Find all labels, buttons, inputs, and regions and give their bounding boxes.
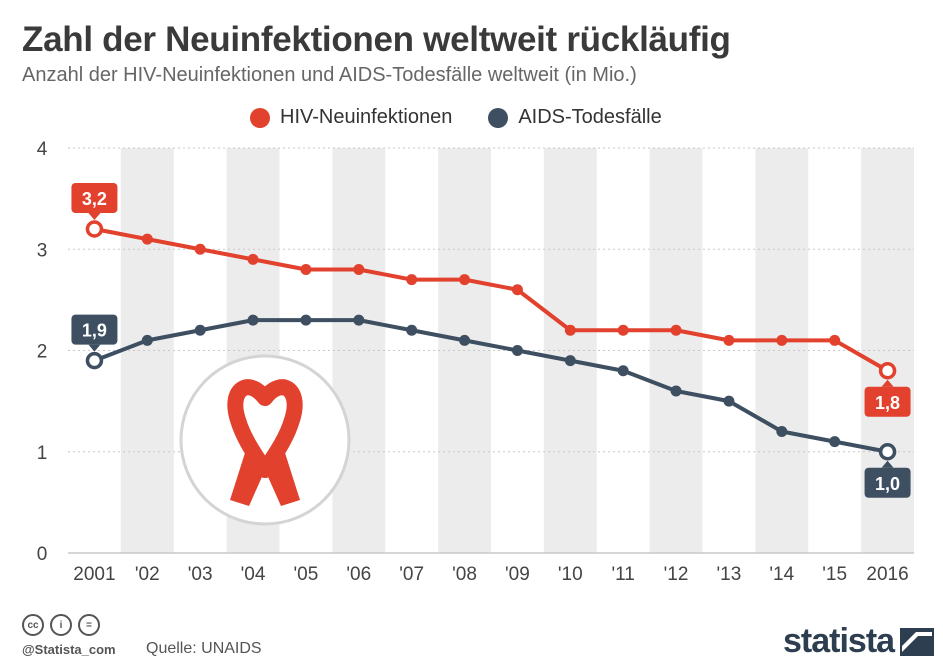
legend-item-hiv: HIV-Neuinfektionen [250, 106, 452, 129]
data-point-aids [776, 426, 788, 437]
x-tick-label: '14 [769, 564, 794, 585]
data-point-aids [670, 385, 682, 397]
data-point-hiv [617, 324, 629, 336]
data-point-aids [406, 324, 418, 336]
x-tick-label: '13 [717, 564, 742, 585]
chart-title: Zahl der Neuinfektionen weltweit rückläu… [22, 20, 731, 59]
data-point-hiv [353, 264, 365, 275]
statista-mark-icon [900, 627, 935, 656]
x-tick-label: '10 [558, 564, 583, 585]
data-labels: 3,2 1,8 1,9 1,0 [71, 183, 911, 498]
data-point-hiv [459, 274, 471, 286]
x-tick-label: '07 [399, 564, 424, 585]
data-point-hiv [723, 334, 735, 346]
license-icons: cc i = [22, 614, 100, 636]
data-point-hiv [300, 264, 312, 275]
y-tick-label: 3 [37, 240, 48, 261]
data-point-hiv [511, 284, 523, 296]
data-point-aids [617, 365, 629, 377]
series-lines [85, 220, 897, 461]
svg-text:1,9: 1,9 [82, 321, 107, 341]
data-point-aids [85, 351, 104, 370]
x-tick-label: '04 [241, 564, 266, 585]
svg-text:1,0: 1,0 [875, 474, 900, 494]
legend-swatch-hiv [250, 107, 270, 128]
statista-logo: statista [783, 622, 935, 661]
data-point-aids [829, 436, 841, 448]
statista-handle: @Statista_com [22, 642, 116, 657]
legend-swatch-aids [488, 107, 509, 128]
data-point-aids [459, 334, 471, 346]
x-tick-label: '02 [135, 564, 160, 585]
y-tick-label: 2 [37, 342, 48, 363]
data-label-aids: 1,9 [71, 314, 118, 352]
line-chart: 0 1 2 3 4 2001 '02 '03 '04 '05 '06 '07 '08 '09 '10 '11… [37, 139, 914, 585]
statista-wordmark: statista [783, 622, 895, 660]
legend-label-aids: AIDS-Todesfälle [518, 106, 662, 128]
svg-text:3,2: 3,2 [82, 189, 107, 209]
y-tick-label: 1 [37, 443, 48, 464]
x-tick-label: '08 [452, 564, 477, 585]
data-point-aids [564, 355, 576, 367]
x-tick-label: '09 [505, 564, 530, 585]
data-point-hiv [194, 243, 206, 255]
series-line-hiv [94, 227, 889, 373]
x-tick-label: 2016 [866, 564, 908, 585]
data-point-aids [194, 324, 206, 336]
x-tick-label: '12 [664, 564, 689, 585]
data-point-hiv [670, 324, 682, 336]
legend-label-hiv: HIV-Neuinfektionen [280, 106, 453, 128]
x-tick-label: '05 [294, 564, 319, 585]
data-point-aids [878, 443, 897, 461]
data-point-aids [723, 395, 735, 407]
y-tick-label: 0 [37, 544, 48, 565]
data-point-hiv [141, 233, 153, 245]
data-point-hiv [878, 362, 897, 380]
source-note: Quelle: UNAIDS [146, 640, 262, 657]
x-tick-label: 2001 [73, 564, 115, 585]
chart-subtitle: Anzahl der HIV-Neuinfektionen und AIDS-T… [22, 64, 637, 86]
attribution-icon: i [50, 614, 72, 636]
data-label-hiv: 3,2 [71, 183, 118, 220]
x-tick-label: '03 [188, 564, 213, 585]
legend: HIV-Neuinfektionen AIDS-Todesfälle [250, 106, 662, 129]
red-ribbon-icon [179, 354, 351, 526]
data-point-hiv [829, 334, 841, 346]
data-label-hiv: 1,8 [864, 379, 911, 417]
legend-item-aids: AIDS-Todesfälle [488, 106, 662, 129]
y-axis-ticks: 0 1 2 3 4 [37, 139, 48, 565]
data-point-hiv [85, 220, 104, 238]
y-tick-label: 4 [37, 139, 48, 160]
data-point-aids [247, 314, 259, 326]
x-tick-label: '06 [346, 564, 371, 585]
data-point-hiv [406, 274, 418, 286]
x-axis-ticks: 2001 '02 '03 '04 '05 '06 '07 '08 '09 '10 '11 '12 '13… [73, 564, 908, 585]
series-line-aids [93, 318, 888, 454]
x-tick-label: '11 [612, 564, 635, 585]
data-point-aids [141, 334, 153, 346]
column-band [543, 148, 597, 553]
cc-icon: cc [22, 614, 44, 636]
no-derivatives-icon: = [78, 614, 100, 636]
svg-text:1,8: 1,8 [875, 393, 900, 413]
data-point-aids [353, 314, 365, 326]
data-point-hiv [247, 253, 259, 265]
data-label-aids: 1,0 [864, 460, 911, 498]
data-point-aids [300, 314, 312, 326]
x-tick-label: '15 [822, 564, 847, 585]
data-point-hiv [776, 334, 788, 346]
data-point-hiv [564, 324, 576, 336]
data-point-aids [511, 345, 523, 356]
